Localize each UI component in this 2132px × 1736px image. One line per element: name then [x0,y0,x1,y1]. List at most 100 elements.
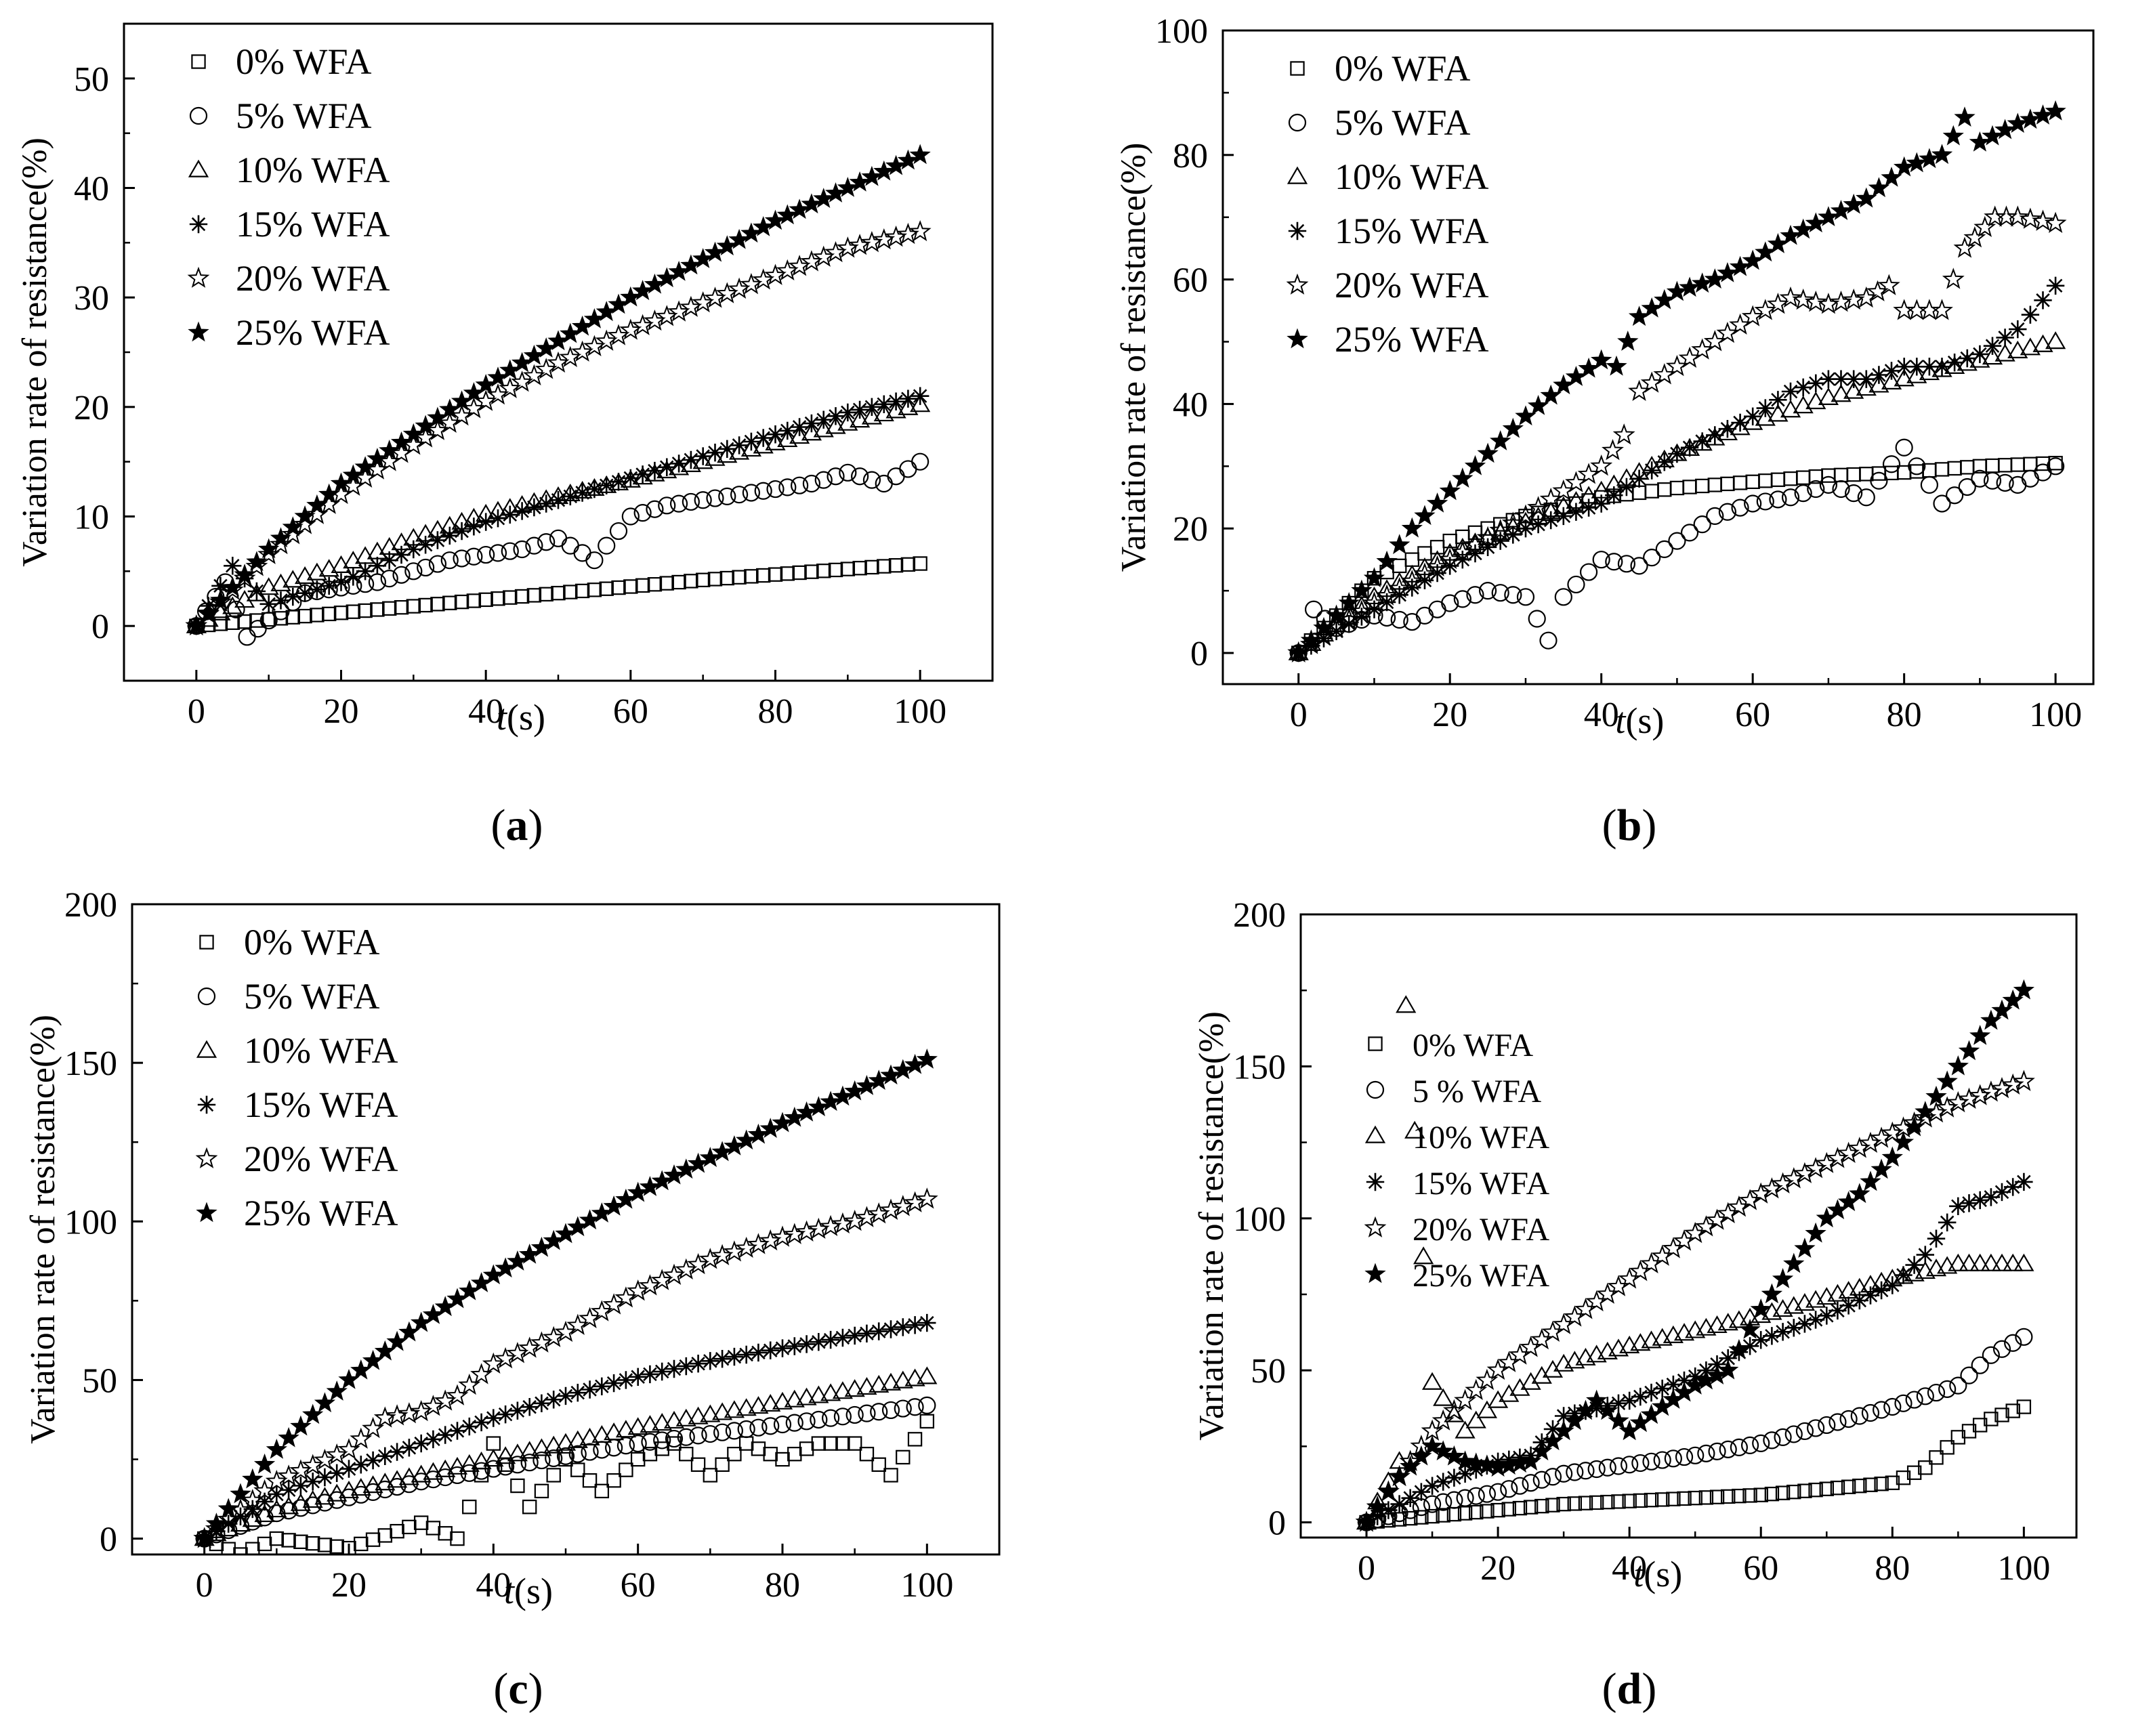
data-point [358,603,373,618]
data-point [1642,1452,1660,1470]
data-point [680,295,703,317]
data-point [1931,359,1952,377]
data-point [1786,1484,1801,1500]
data-point [1728,1338,1750,1359]
data-point [604,1422,625,1441]
data-point [1805,391,1826,410]
data-point [1892,1131,1915,1151]
data-point [1664,1375,1683,1394]
data-point [1905,1256,1923,1274]
data-point [908,219,932,242]
y-tick-label: 0 [1268,1504,1286,1543]
data-point [650,1269,673,1290]
data-point [1415,606,1434,625]
data-point [310,608,325,622]
data-point [1906,1465,1922,1480]
data-point [1523,1500,1539,1515]
data-point [858,1324,876,1342]
data-point [919,1414,935,1429]
data-point [428,531,447,549]
data-point [1669,480,1685,496]
data-point [233,1547,248,1554]
data-point [308,580,327,599]
legend-marker [197,987,216,1006]
data-point [2034,463,2052,482]
data-point [917,1366,938,1384]
data-point [1795,1315,1814,1333]
data-point [810,1410,828,1429]
data-point [465,517,483,536]
data-point [1828,1413,1847,1431]
data-point [1717,261,1738,282]
data-point [1991,1253,2013,1271]
data-point [1314,629,1333,648]
data-point [1539,631,1558,650]
data-point [1958,349,1976,368]
data-point [573,544,591,562]
data-point [1758,473,1773,488]
legend-label: 5% WFA [244,976,380,1017]
legend-label: 15% WFA [244,1084,398,1125]
y-tick-label: 0 [100,1521,117,1559]
data-point [1654,1492,1670,1507]
data-point [1585,1290,1608,1312]
y-tick-label: 10 [74,499,109,537]
data-point [621,507,640,526]
data-point [1896,1470,1911,1485]
data-point [727,1447,742,1462]
data-point [900,557,916,572]
data-point [329,1539,344,1554]
data-point [525,536,543,555]
data-point [1464,533,1486,555]
data-point [273,611,289,626]
data-point [689,1355,707,1373]
data-point [1959,1253,1980,1271]
data-point [1693,515,1711,534]
data-point [1807,374,1825,392]
data-point [2032,334,2053,352]
data-point [847,1436,862,1451]
data-point [532,1394,551,1412]
x-tick-label: 40 [468,692,503,731]
data-point [295,584,314,602]
data-point [339,1460,358,1478]
data-point [1413,1246,1434,1265]
data-point [906,1398,924,1416]
data-point [2046,276,2065,295]
data-point [1412,1498,1430,1517]
data-point [1509,1343,1531,1365]
data-point [2020,108,2041,129]
data-point [328,1464,346,1482]
data-point [2012,1070,2035,1091]
data-point [1983,471,2002,490]
data-point [2006,205,2029,227]
data-point [513,540,531,559]
data-point [392,566,411,584]
data-point [508,1456,526,1474]
data-point [814,471,833,489]
data-point [1490,430,1511,450]
data-point [1994,1407,2009,1422]
data-point [1433,1388,1454,1406]
data-point [1502,417,1524,438]
data-point [2048,456,2063,471]
data-point [1608,1410,1629,1431]
data-point [839,463,857,482]
data-point [913,556,927,571]
data-point [1732,475,1748,490]
data-point [2003,1253,2024,1271]
data-point [595,329,618,351]
data-point [837,177,858,197]
data-point [1515,405,1537,426]
data-point [619,1462,633,1477]
data-point [1605,486,1623,505]
data-point [304,1473,322,1491]
data-point [682,492,700,511]
data-point [1819,475,1838,494]
data-point [1852,1479,1867,1494]
data-point [1511,1477,1529,1495]
data-point [1704,268,1726,289]
data-point [510,1478,525,1494]
data-point [1597,1399,1618,1420]
data-point [663,1263,686,1285]
